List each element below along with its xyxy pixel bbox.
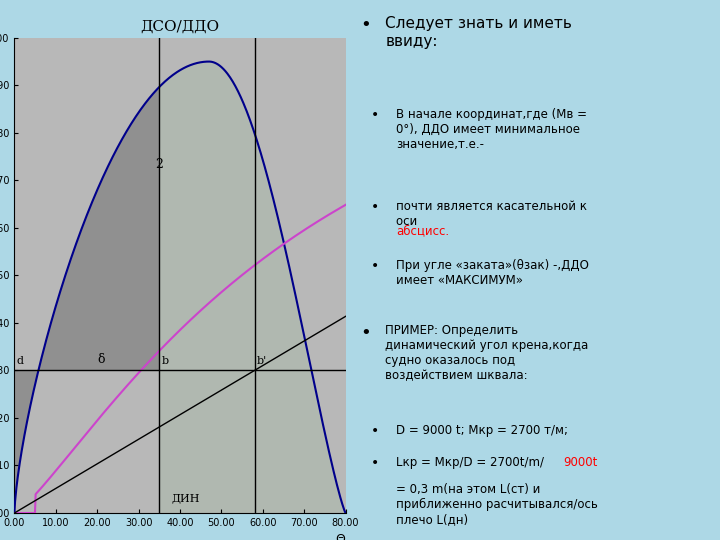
Text: δ: δ [97,353,104,366]
Text: = 0,3 m(на этом L(ст) и
приближенно расчитывался/ось
плечо L(дн): = 0,3 m(на этом L(ст) и приближенно расч… [396,483,598,526]
Text: Lкр = Мкр/D = 2700t/m/: Lкр = Мкр/D = 2700t/m/ [396,456,544,469]
Text: ПРИМЕР: Определить
динамический угол крена,когда
судно оказалось под
воздействие: ПРИМЕР: Определить динамический угол кре… [385,324,588,382]
Text: •: • [360,324,371,342]
Title: ДСО/ДДО: ДСО/ДДО [140,20,220,34]
Text: •: • [371,108,379,122]
Text: абсцисс.: абсцисс. [396,224,449,237]
Text: 2: 2 [156,158,163,171]
Text: •: • [371,200,379,214]
Polygon shape [159,62,346,513]
Text: 9000t: 9000t [563,456,598,469]
Text: •: • [371,424,379,438]
Text: b: b [161,356,168,366]
Text: d: d [17,356,24,366]
Text: почти является касательной к
оси: почти является касательной к оси [396,200,587,228]
Text: Следует знать и иметь
ввиду:: Следует знать и иметь ввиду: [385,16,572,49]
Text: •: • [360,16,371,34]
Text: D = 9000 t; Мкр = 2700 т/м;: D = 9000 t; Мкр = 2700 т/м; [396,424,568,437]
Text: При угле «заката»(θзак) -,ДДО
имеет «МАКСИМУМ»: При угле «заката»(θзак) -,ДДО имеет «МАК… [396,259,589,287]
X-axis label: Θ: Θ [336,534,346,540]
Text: •: • [371,456,379,470]
Text: •: • [371,259,379,273]
Text: b': b' [256,356,267,366]
Polygon shape [14,87,159,513]
Text: В начале координат,где (Мв =
0°), ДДО имеет минимальное
значение,т.е.-: В начале координат,где (Мв = 0°), ДДО им… [396,108,587,151]
Text: ДИН: ДИН [172,494,200,503]
